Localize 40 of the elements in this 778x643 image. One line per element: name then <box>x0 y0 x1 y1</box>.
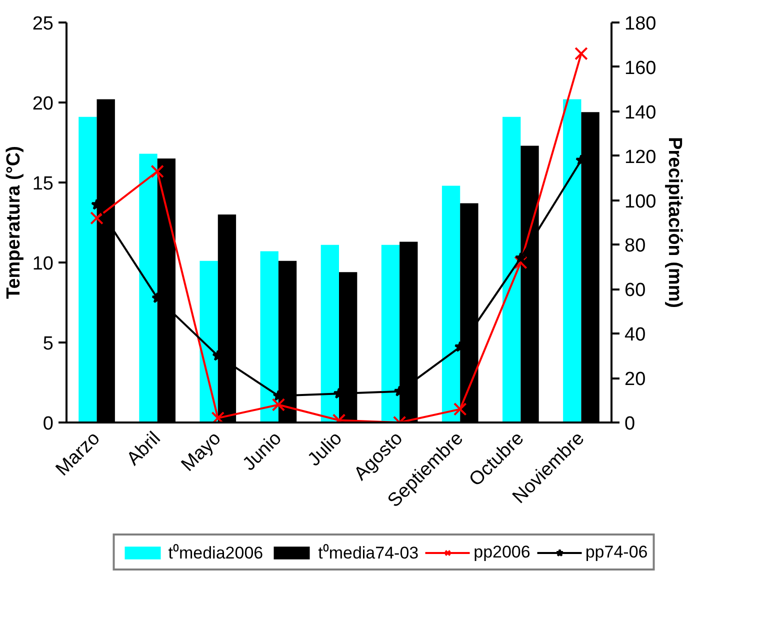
legend-label: pp2006 <box>474 542 530 562</box>
bar <box>260 251 278 422</box>
bar <box>502 116 521 422</box>
point <box>514 252 526 264</box>
y-tick-label: 5 <box>42 334 54 354</box>
point <box>90 211 104 225</box>
y2-tick-label: 160 <box>624 58 656 79</box>
point <box>514 256 528 270</box>
y2-tick-label: 80 <box>624 236 646 257</box>
bar <box>320 244 339 422</box>
y2-tick-label: 180 <box>624 14 656 34</box>
y-tick-label: 15 <box>32 174 54 194</box>
bar <box>200 260 218 422</box>
y2-axis-title: Precipitación (mm) <box>664 136 686 308</box>
y-axis-title: Temperatura (°C) <box>3 146 24 299</box>
point <box>453 402 467 416</box>
x-tick-label: Julio <box>304 428 346 471</box>
y2-tick-label: 100 <box>624 191 656 212</box>
y-tick-label: 10 <box>32 254 54 274</box>
legend-label: pp74-06 <box>585 542 648 562</box>
point <box>211 411 225 422</box>
bar <box>139 154 158 422</box>
y2-tick-label: 0 <box>624 414 636 434</box>
y-tick-label: 0 <box>42 414 54 434</box>
bar <box>78 116 97 422</box>
point <box>574 46 588 60</box>
y-tick-label: 25 <box>32 14 54 34</box>
y2-tick-label: 60 <box>624 280 646 302</box>
bar <box>442 186 460 422</box>
legend-label: t⁰media2006 <box>168 542 264 564</box>
y2-tick-label: 120 <box>624 146 656 168</box>
point <box>150 164 164 178</box>
y2-tick-label: 40 <box>624 324 646 346</box>
point <box>272 398 286 412</box>
bar <box>563 99 582 422</box>
bar <box>381 244 400 422</box>
y-tick-label: 20 <box>32 94 54 114</box>
y2-tick-label: 140 <box>624 102 656 124</box>
legend-label: t⁰media74-03 <box>318 542 419 564</box>
y2-tick-label: 20 <box>624 369 646 390</box>
